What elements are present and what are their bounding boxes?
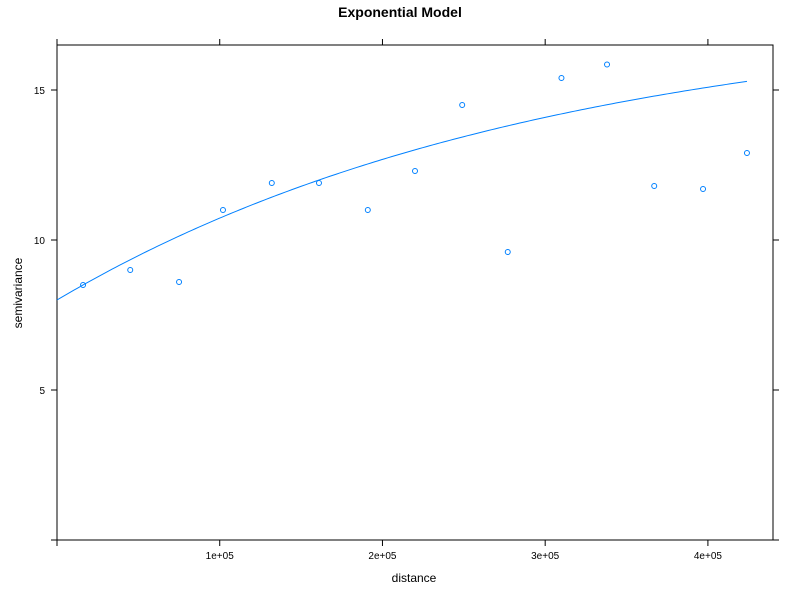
x-tick-label: 2e+05 — [368, 551, 397, 562]
data-point — [459, 102, 466, 108]
data-point — [504, 249, 511, 255]
y-tick-label: 15 — [34, 86, 46, 97]
x-tick-label: 3e+05 — [531, 551, 560, 562]
chart-title: Exponential Model — [338, 4, 462, 20]
plot-area: 1e+05 2e+05 3e+05 4e+05 5 10 15 — [34, 39, 779, 562]
axis-tick-labels: 1e+05 2e+05 3e+05 4e+05 5 10 15 — [34, 86, 723, 562]
x-axis-label: distance — [392, 571, 437, 585]
data-point — [80, 282, 87, 288]
data-point — [743, 150, 750, 156]
data-point — [651, 183, 658, 189]
data-point — [315, 180, 322, 186]
data-point — [176, 279, 183, 285]
data-point — [558, 75, 565, 81]
data-point — [412, 168, 418, 174]
x-tick-label: 4e+05 — [694, 551, 723, 562]
axis-ticks — [51, 39, 779, 546]
data-point — [700, 186, 707, 192]
model-curve — [56, 80, 748, 301]
plot-frame — [56, 44, 774, 541]
data-point — [127, 267, 134, 273]
data-points — [80, 61, 750, 288]
y-tick-label: 10 — [34, 236, 46, 247]
y-axis-label: semivariance — [11, 257, 25, 328]
data-point — [219, 207, 226, 213]
data-point — [364, 207, 371, 213]
data-point — [604, 61, 611, 68]
x-tick-label: 1e+05 — [206, 551, 235, 562]
y-tick-label: 5 — [39, 386, 45, 397]
data-point — [268, 180, 275, 186]
